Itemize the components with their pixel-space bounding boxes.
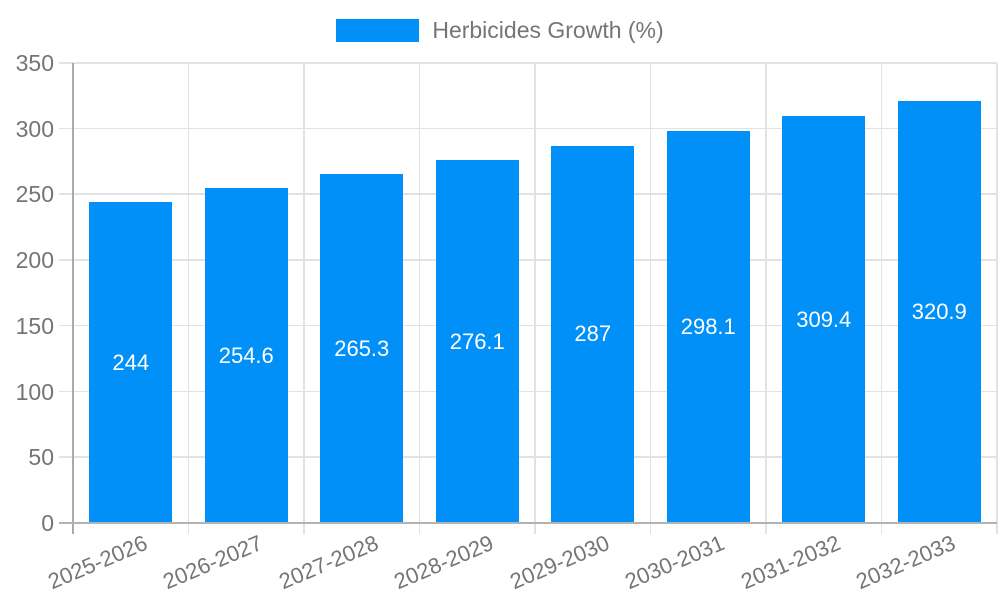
bar bbox=[782, 116, 866, 523]
x-tick-label: 2027-2028 bbox=[274, 530, 382, 595]
x-tick-label: 2032-2033 bbox=[852, 530, 960, 595]
x-tick-label: 2031-2032 bbox=[736, 530, 844, 595]
y-tick-label: 100 bbox=[15, 378, 54, 405]
x-gridline bbox=[996, 63, 998, 534]
bar-value-label: 265.3 bbox=[334, 335, 390, 361]
x-tick-label: 2025-2026 bbox=[43, 530, 151, 595]
x-tick-label: 2028-2029 bbox=[390, 530, 498, 595]
x-axis-line bbox=[59, 522, 997, 524]
bar-value-label: 276.1 bbox=[449, 328, 505, 354]
y-tick-label: 0 bbox=[41, 510, 54, 536]
y-gridline bbox=[59, 193, 997, 195]
x-gridline bbox=[418, 63, 421, 534]
bar-value-label: 298.1 bbox=[680, 314, 736, 340]
bar bbox=[897, 101, 981, 523]
x-tick-label: 2026-2027 bbox=[159, 530, 267, 595]
y-tick-label: 200 bbox=[15, 247, 54, 274]
x-gridline bbox=[303, 63, 305, 534]
y-gridline bbox=[59, 456, 997, 458]
y-gridline bbox=[59, 127, 997, 130]
y-tick-label: 250 bbox=[15, 181, 54, 208]
y-gridline bbox=[59, 324, 997, 327]
y-tick-label: 150 bbox=[15, 312, 54, 339]
legend-swatch bbox=[336, 19, 420, 42]
legend-label: Herbicides Growth (%) bbox=[432, 17, 664, 43]
x-gridline bbox=[649, 63, 652, 534]
y-tick-label: 50 bbox=[28, 444, 54, 471]
y-tick-label: 350 bbox=[15, 50, 54, 76]
bar bbox=[435, 160, 519, 523]
bar-value-label: 320.9 bbox=[911, 299, 967, 325]
bar bbox=[320, 174, 404, 523]
y-gridline bbox=[59, 390, 997, 393]
x-gridline bbox=[880, 63, 883, 534]
x-gridline bbox=[534, 63, 536, 534]
y-axis-line bbox=[72, 63, 74, 534]
bar-value-label: 287 bbox=[574, 321, 612, 347]
y-gridline bbox=[59, 259, 997, 261]
chart-legend: Herbicides Growth (%) bbox=[0, 17, 1000, 44]
x-tick-label: 2030-2031 bbox=[621, 530, 729, 595]
y-gridline bbox=[59, 62, 997, 64]
bar-value-label: 254.6 bbox=[218, 342, 274, 368]
bar-value-label: 244 bbox=[112, 349, 150, 375]
y-tick-label: 300 bbox=[15, 115, 54, 142]
bar bbox=[204, 188, 288, 523]
x-tick-label: 2029-2030 bbox=[505, 530, 613, 595]
bar bbox=[89, 202, 173, 523]
bar bbox=[551, 145, 635, 523]
x-gridline bbox=[765, 63, 767, 534]
x-gridline bbox=[187, 63, 190, 534]
bar-value-label: 309.4 bbox=[796, 306, 852, 332]
bar bbox=[666, 131, 750, 523]
